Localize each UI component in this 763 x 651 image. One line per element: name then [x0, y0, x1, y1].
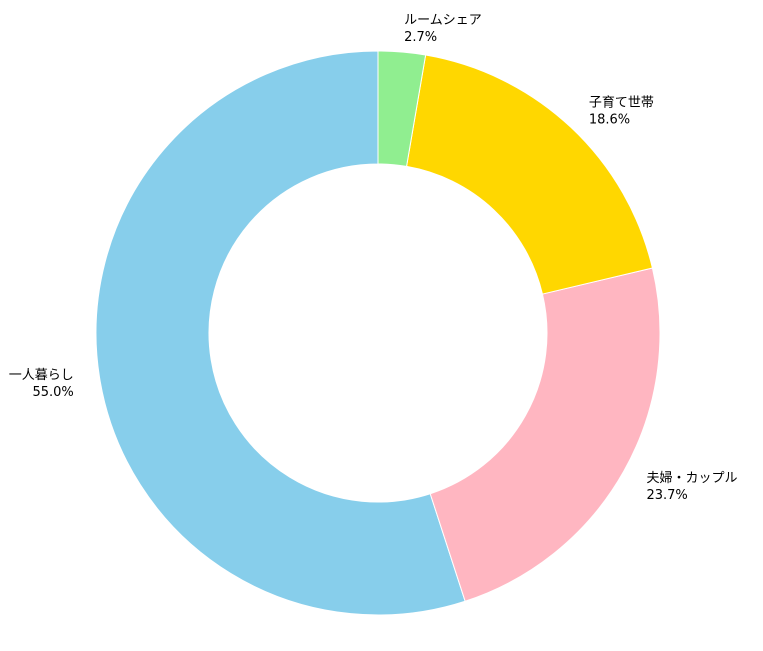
slice-1	[429, 267, 661, 602]
labels-group: 一人暮らし 55.0% 夫婦・カップル 23.7% 子育て世帯 18.6% ルームシェア 2.…	[9, 13, 738, 503]
slices-group	[95, 50, 661, 616]
slice-2	[405, 54, 654, 295]
slice-3	[377, 50, 427, 168]
slice-category-1: 夫婦・カップル	[646, 470, 737, 486]
slice-label-3: ルームシェア 2.7%	[404, 13, 482, 45]
slice-percent-2: 18.6%	[589, 112, 630, 127]
slice-label-1: 夫婦・カップル 23.7%	[646, 470, 737, 503]
slice-percent-0: 55.0%	[32, 385, 73, 400]
slice-category-2: 子育て世帯	[589, 94, 654, 110]
slice-label-0: 一人暮らし 55.0%	[9, 368, 74, 400]
slice-category-0: 一人暮らし	[9, 368, 74, 383]
slice-category-3: ルームシェア	[404, 13, 482, 28]
slice-percent-3: 2.7%	[404, 30, 437, 45]
slice-label-2: 子育て世帯 18.6%	[589, 94, 654, 127]
slice-0	[95, 50, 466, 616]
slice-percent-1: 23.7%	[646, 488, 687, 503]
